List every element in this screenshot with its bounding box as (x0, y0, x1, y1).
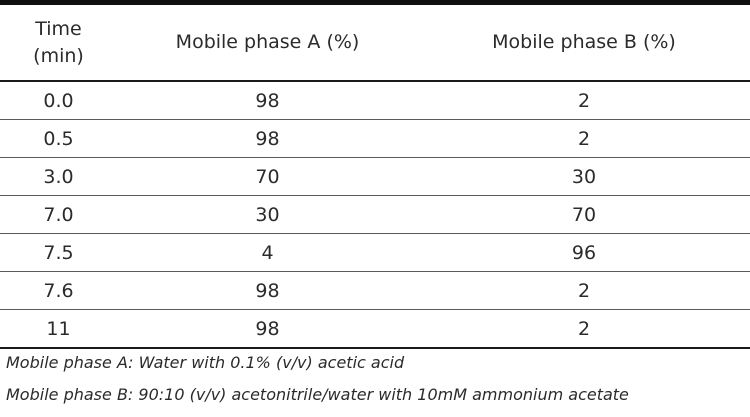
header-phase-a: Mobile phase A (%) (117, 5, 418, 82)
cell-time: 0.0 (0, 81, 117, 120)
cell-time: 11 (0, 309, 117, 349)
header-time-line2: (min) (33, 44, 84, 67)
cell-phase-a: 98 (117, 119, 418, 158)
table-row: 0.0 98 2 (0, 81, 750, 120)
table-footnotes: Mobile phase A: Water with 0.1% (v/v) ac… (6, 347, 629, 411)
cell-time: 7.0 (0, 195, 117, 234)
header-phase-b: Mobile phase B (%) (418, 5, 750, 82)
cell-phase-b: 96 (418, 233, 750, 272)
cell-phase-b: 30 (418, 157, 750, 196)
table-row: 3.0 70 30 (0, 157, 750, 196)
cell-phase-b: 2 (418, 309, 750, 349)
table-row: 11 98 2 (0, 309, 750, 349)
table-row: 7.0 30 70 (0, 195, 750, 234)
cell-phase-b: 70 (418, 195, 750, 234)
cell-time: 0.5 (0, 119, 117, 158)
cell-phase-a: 70 (117, 157, 418, 196)
cell-phase-b: 2 (418, 119, 750, 158)
gradient-table: Time (min) Mobile phase A (%) Mobile pha… (0, 5, 750, 349)
table-row: 7.6 98 2 (0, 271, 750, 310)
cell-phase-b: 2 (418, 271, 750, 310)
cell-phase-b: 2 (418, 81, 750, 120)
gradient-table-container: Time (min) Mobile phase A (%) Mobile pha… (0, 5, 750, 349)
top-rule (0, 0, 750, 5)
cell-time: 3.0 (0, 157, 117, 196)
cell-phase-a: 98 (117, 271, 418, 310)
cell-phase-a: 4 (117, 233, 418, 272)
cell-phase-a: 98 (117, 81, 418, 120)
footnote-phase-a: Mobile phase A: Water with 0.1% (v/v) ac… (6, 353, 405, 372)
cell-time: 7.5 (0, 233, 117, 272)
header-time: Time (min) (0, 5, 117, 82)
table-row: 0.5 98 2 (0, 119, 750, 158)
table-header-row: Time (min) Mobile phase A (%) Mobile pha… (0, 5, 750, 82)
cell-phase-a: 98 (117, 309, 418, 349)
header-time-line1: Time (35, 17, 82, 40)
table-row: 7.5 4 96 (0, 233, 750, 272)
cell-phase-a: 30 (117, 195, 418, 234)
footnote-phase-b: Mobile phase B: 90:10 (v/v) acetonitrile… (6, 385, 629, 404)
cell-time: 7.6 (0, 271, 117, 310)
